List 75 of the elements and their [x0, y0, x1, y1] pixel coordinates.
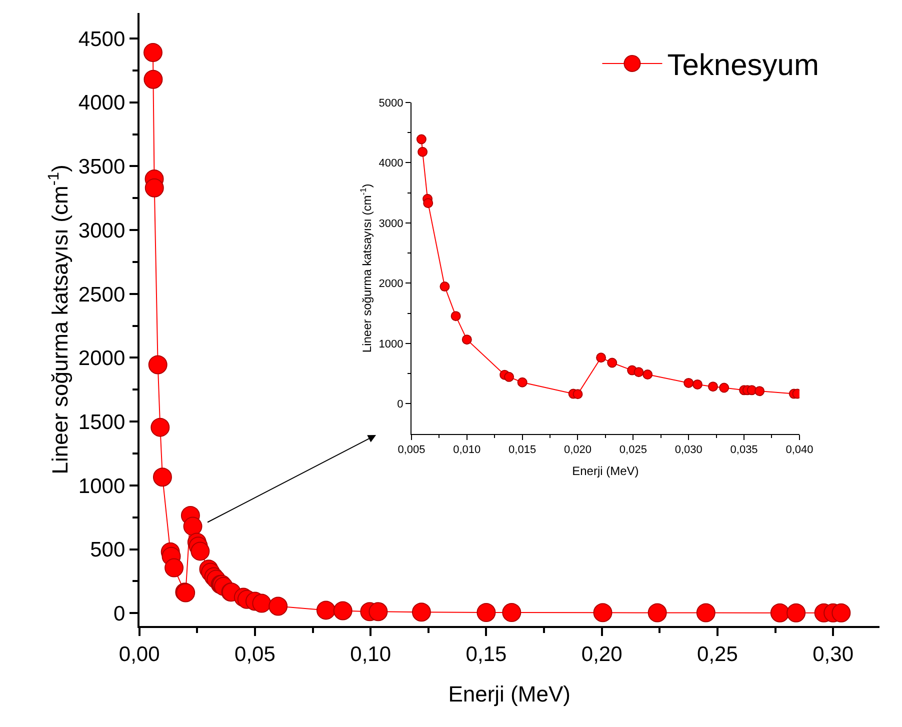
- point: [268, 596, 288, 616]
- point: [596, 352, 606, 363]
- point: [572, 389, 583, 400]
- point: [696, 603, 716, 622]
- point: [423, 198, 434, 208]
- y-tick-label: 3500: [78, 156, 126, 179]
- point: [368, 602, 388, 622]
- point: [144, 70, 163, 89]
- x-tick-label: 0,15: [466, 643, 507, 666]
- point: [152, 468, 172, 487]
- point: [462, 334, 472, 345]
- x-tick-label: 0,030: [674, 444, 702, 456]
- point: [607, 358, 618, 368]
- legend-label: Teknesyum: [667, 49, 819, 82]
- point: [832, 603, 851, 622]
- y-tick-label: 4500: [78, 28, 126, 51]
- point: [144, 178, 164, 198]
- point: [648, 603, 667, 622]
- point: [517, 377, 528, 388]
- y-tick-label: 0: [397, 398, 404, 411]
- x-tick-label: 0,00: [118, 643, 160, 666]
- y-tick-label: 1000: [78, 474, 126, 498]
- point: [252, 594, 272, 613]
- point: [754, 386, 765, 396]
- y-tick-label: 4000: [378, 158, 404, 170]
- x-tick-label: 0,20: [581, 643, 622, 666]
- x-tick-label: 0,025: [619, 444, 647, 456]
- point: [634, 367, 644, 378]
- y-tick-label: 3000: [378, 218, 404, 230]
- x-axis-title: Enerji (MeV): [448, 682, 570, 707]
- y-tick-label: 2500: [78, 283, 126, 306]
- point: [502, 603, 522, 622]
- point: [708, 382, 718, 392]
- x-tick-label: 0,020: [564, 444, 592, 456]
- point: [148, 355, 168, 374]
- point: [164, 558, 184, 578]
- y-tick-label: 3000: [78, 219, 126, 242]
- point: [190, 542, 210, 561]
- point: [692, 379, 702, 390]
- point: [418, 146, 428, 157]
- point: [183, 516, 202, 536]
- point: [440, 282, 450, 292]
- point: [476, 603, 496, 622]
- x-tick-label: 0,05: [234, 643, 276, 666]
- point: [504, 372, 514, 382]
- x-tick-label: 0,10: [350, 643, 392, 666]
- x-tick-label: 0,25: [697, 643, 738, 666]
- x-tick-label: 0,015: [508, 444, 536, 456]
- point: [150, 418, 170, 437]
- y-tick-label: 2000: [78, 347, 126, 370]
- x-axis-title: Enerji (MeV): [572, 464, 639, 478]
- point: [144, 43, 162, 62]
- y-tick-label: 1000: [378, 338, 404, 350]
- x-tick-label: 0,010: [453, 444, 481, 456]
- y-tick-label: 4000: [78, 92, 126, 115]
- point: [316, 600, 336, 620]
- point: [770, 603, 790, 622]
- x-tick-label: 0,005: [398, 444, 426, 456]
- point: [450, 311, 461, 322]
- y-tick-label: 5000: [378, 97, 404, 110]
- x-tick-label: 0,040: [786, 444, 814, 456]
- point: [719, 382, 730, 393]
- y-tick-label: 0: [113, 602, 126, 626]
- y-tick-label: 1500: [78, 410, 126, 434]
- x-tick-label: 0,30: [812, 643, 854, 666]
- x-tick-label: 0,035: [730, 444, 758, 456]
- point: [416, 134, 426, 144]
- point: [642, 370, 653, 380]
- point: [593, 603, 612, 622]
- point: [412, 602, 431, 622]
- point: [786, 603, 806, 622]
- y-tick-label: 2000: [378, 278, 404, 290]
- y-tick-label: 500: [90, 538, 126, 562]
- point: [684, 378, 694, 388]
- point: [333, 601, 352, 620]
